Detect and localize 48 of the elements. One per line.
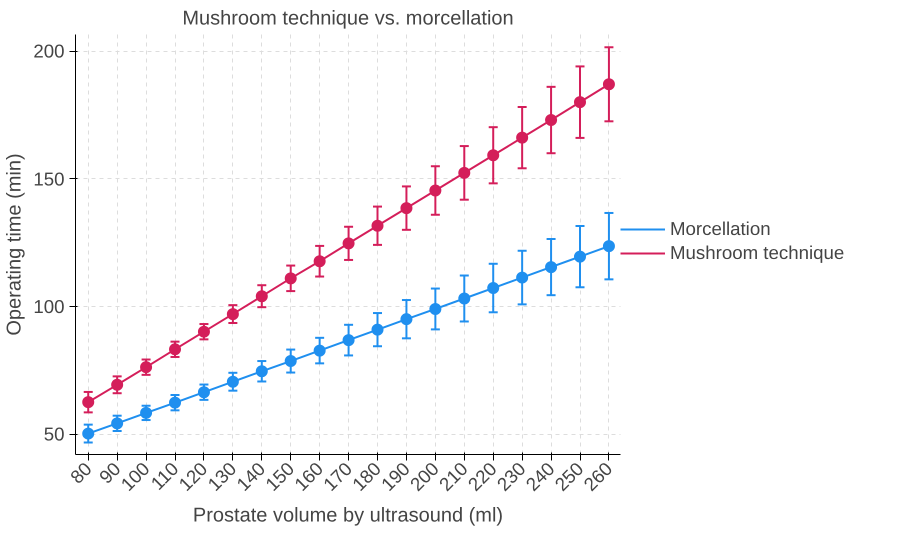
point [169, 396, 182, 409]
y-tick-label: 100 [33, 296, 65, 317]
point [140, 406, 152, 419]
point [372, 324, 384, 336]
point [111, 417, 124, 430]
point [458, 166, 470, 179]
x-tick-label: 80 [66, 458, 96, 488]
point [198, 326, 210, 338]
point [372, 220, 384, 232]
point [458, 292, 470, 304]
point [516, 132, 528, 144]
point [226, 376, 239, 388]
y-tick-label: 50 [44, 424, 65, 445]
point [602, 240, 615, 252]
legend-label: Mushroom technique [670, 242, 844, 264]
point [574, 250, 586, 263]
legend-label: Morcellation [670, 218, 771, 240]
point [487, 149, 500, 162]
point [516, 272, 528, 284]
point [198, 386, 210, 398]
point [82, 396, 94, 408]
y-axis-title: Operating time (min) [3, 153, 26, 336]
point [169, 343, 182, 356]
point [429, 184, 442, 196]
point [256, 365, 268, 378]
point [140, 361, 152, 374]
point [111, 378, 124, 391]
y-tick-label: 200 [33, 40, 65, 62]
point [545, 261, 558, 274]
point [545, 114, 558, 126]
point [284, 355, 297, 368]
chart-title: Mushroom technique vs. morcellation [182, 8, 514, 30]
point [314, 344, 326, 357]
y-tick-label: 150 [33, 168, 65, 190]
point [602, 78, 615, 90]
point [574, 96, 586, 108]
point [226, 308, 239, 320]
point [342, 237, 355, 250]
point [429, 302, 442, 315]
point [400, 313, 412, 326]
point [342, 334, 355, 346]
point [314, 255, 326, 268]
point [284, 272, 297, 284]
point [82, 428, 94, 440]
point [400, 202, 412, 214]
point [256, 290, 268, 302]
point [487, 282, 500, 294]
x-axis-title: Prostate volume by ultrasound (ml) [192, 504, 504, 527]
